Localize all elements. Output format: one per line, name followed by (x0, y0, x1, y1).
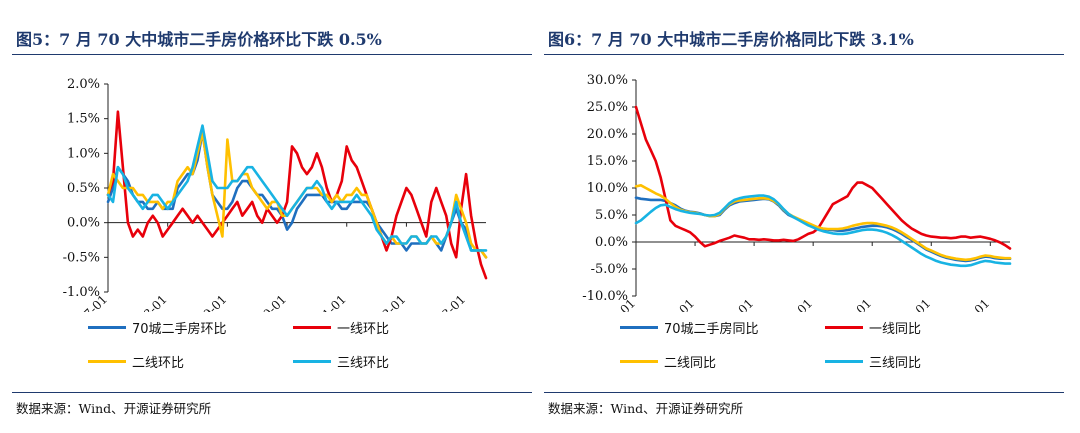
title-rule (544, 54, 1064, 55)
legend-swatch (293, 360, 331, 363)
x-tick-label: 2018-01 (125, 292, 170, 312)
series-line (106, 124, 488, 252)
chart-plot: 2.0%1.5%1.0%0.5%0.0%-0.5%-1.0%2017-01201… (63, 77, 488, 312)
x-tick-label: 2022-01 (363, 292, 408, 312)
legend-swatch (825, 326, 863, 329)
y-tick-label: 1.5% (67, 112, 100, 127)
y-tick-label: -10.0% (582, 289, 628, 304)
x-tick-label: 2023-01 (423, 292, 468, 312)
chart-panel-right: 图6：7 月 70 大中城市二手房价格同比下跌 3.1% 30.0% 25.0% 2… (540, 0, 1070, 433)
legend-item: 一线环比 (293, 318, 389, 337)
y-tick-label: 1.0% (67, 146, 100, 161)
source-rule (544, 392, 1064, 393)
y-tick-label: 15.0% (587, 154, 628, 169)
y-tick-label: -5.0% (591, 262, 628, 277)
legend-swatch (88, 326, 126, 329)
legend-label: 三线环比 (337, 356, 390, 371)
x-tick-label: 2020-01 (244, 292, 289, 312)
chart-plot: 30.0% 25.0% 20.0% 15.0% 10.0% 5.0% 0.0% -5.0% -1… (582, 73, 1012, 312)
source-note: 数据来源：Wind、开源证券研究所 (548, 401, 744, 416)
legend-label: 三线同比 (869, 356, 922, 371)
legend-label: 一线环比 (337, 322, 390, 337)
x-tick-label: 2019-01 (184, 292, 229, 312)
legend-label: 70城二手房同比 (664, 322, 759, 337)
legend-swatch (825, 360, 863, 363)
legend-item: 二线同比 (620, 352, 716, 371)
series-line (106, 110, 488, 280)
y-tick-label: 30.0% (587, 73, 628, 88)
y-tick-label: -1.0% (63, 285, 100, 300)
y-tick-label: 0.0% (67, 216, 100, 231)
x-tick-label: 2019-01 (711, 296, 756, 312)
legend-item: 二线环比 (88, 352, 184, 371)
x-tick-label: 2023-01 (947, 296, 992, 312)
legend-item: 70城二手房同比 (620, 318, 759, 337)
source-rule (12, 392, 532, 393)
series-line (634, 194, 1012, 268)
legend-swatch (88, 360, 126, 363)
x-tick-label: 2022-01 (888, 296, 933, 312)
series-line (634, 105, 1012, 250)
y-tick-label: 0.0% (595, 235, 628, 250)
legend-item: 三线环比 (293, 352, 389, 371)
chart-title: 图5：7 月 70 大中城市二手房价格环比下跌 0.5% (16, 30, 382, 49)
legend-swatch (620, 326, 658, 329)
y-tick-label: 0.5% (67, 181, 100, 196)
y-tick-label: 5.0% (595, 208, 628, 223)
legend-item: 70城二手房环比 (88, 318, 227, 337)
x-tick-label: 2021-01 (829, 296, 874, 312)
y-tick-label: 25.0% (587, 100, 628, 115)
x-tick-label: 2018-01 (652, 296, 697, 312)
chart-panel-left: 图5：7 月 70 大中城市二手房价格环比下跌 0.5% 2.0% 1.5% 1.0… (8, 0, 538, 433)
x-tick-label: 2021-01 (304, 292, 349, 312)
legend-item: 一线同比 (825, 318, 921, 337)
chart-title: 图6：7 月 70 大中城市二手房价格同比下跌 3.1% (548, 30, 914, 49)
legend-swatch (620, 360, 658, 363)
legend-label: 二线同比 (664, 356, 717, 371)
x-tick-label: 2020-01 (770, 296, 815, 312)
legend-label: 二线环比 (132, 356, 185, 371)
legend-item: 三线同比 (825, 352, 921, 371)
y-tick-label: 20.0% (587, 127, 628, 142)
legend-label: 70城二手房环比 (132, 322, 227, 337)
y-tick-label: 10.0% (587, 181, 628, 196)
legend-swatch (293, 326, 331, 329)
legend-label: 一线同比 (869, 322, 922, 337)
source-note: 数据来源：Wind、开源证券研究所 (16, 401, 212, 416)
y-tick-label: 2.0% (67, 77, 100, 92)
y-tick-label: -0.5% (63, 250, 100, 265)
title-rule (12, 54, 532, 55)
